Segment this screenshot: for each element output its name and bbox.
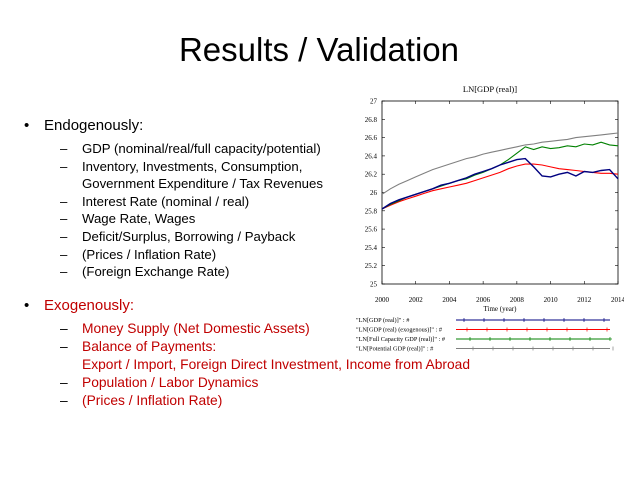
series-line — [381, 163, 619, 210]
y-tick-label: 26.2 — [365, 171, 378, 179]
y-tick-label: 27 — [370, 98, 378, 106]
chart-title: LN[GDP (real)] — [463, 84, 517, 94]
list-item-text: Interest Rate (nominal / real) — [82, 193, 250, 209]
dash-icon: – — [60, 158, 68, 174]
endogenous-list: • Endogenously: – GDP (nominal/real/full … — [22, 116, 323, 281]
legend-label: "LN[Full Capacity GDP (real)]" : # — [356, 336, 446, 343]
x-tick-label: 2008 — [510, 296, 525, 304]
series-line — [381, 132, 619, 195]
x-tick-label: 2012 — [577, 296, 592, 304]
dash-icon: – — [60, 141, 68, 156]
bullet-dot-icon: • — [24, 297, 30, 314]
list-item-continuation: Government Expenditure / Tax Revenues — [44, 175, 323, 193]
x-tick-label: 2002 — [409, 296, 424, 304]
x-axis-ticks: 2000 2002 2004 2006 2008 2010 2012 2014 — [375, 101, 624, 304]
legend-label: "LN[Potential GDP (real)]" : # — [356, 346, 434, 353]
list-item-text: Export / Import, Foreign Direct Investme… — [82, 357, 470, 372]
x-tick-label: 2014 — [611, 296, 624, 304]
y-tick-label: 26.6 — [365, 134, 378, 142]
dash-icon: – — [60, 375, 68, 390]
bullet-dot-icon: • — [24, 117, 30, 134]
list-item-text: Deficit/Surplus, Borrowing / Payback — [82, 228, 296, 244]
endogenous-label: Endogenously: — [44, 117, 144, 134]
list-item: – Money Supply (Net Domestic Assets) — [44, 320, 470, 338]
y-axis-ticks: 25 25.2 25.4 25.6 25.8 26 26.2 26.4 26.6 26.8 27 — [365, 98, 618, 289]
x-axis-title: Time (year) — [484, 305, 518, 313]
list-item-text: Population / Labor Dynamics — [82, 375, 259, 390]
list-item-continuation: Export / Import, Foreign Direct Investme… — [44, 356, 470, 374]
legend-label: "LN[GDP (real)]" : # — [356, 317, 410, 324]
dash-icon: – — [60, 228, 68, 244]
y-tick-label: 25.8 — [365, 207, 378, 215]
exogenous-label: Exogenously: — [44, 297, 135, 314]
list-item-text: (Prices / Inflation Rate) — [82, 246, 217, 262]
dash-icon: – — [60, 264, 68, 280]
exogenous-items: – Money Supply (Net Domestic Assets) – Bal… — [44, 320, 470, 410]
exogenous-list: • Exogenously: – Money Supply (Net Domest… — [22, 296, 470, 410]
x-tick-label: 2000 — [375, 296, 390, 304]
endogenous-items: – GDP (nominal/real/full capacity/potenti… — [44, 140, 323, 281]
dash-icon: – — [60, 246, 68, 262]
x-tick-label: 2010 — [544, 296, 559, 304]
series-lines — [381, 132, 619, 210]
list-item-text: Balance of Payments: — [82, 339, 217, 354]
list-item: – (Prices / Inflation Rate) — [44, 392, 470, 410]
y-tick-label: 26.4 — [365, 152, 378, 160]
list-item: – Interest Rate (nominal / real) — [44, 193, 323, 211]
y-tick-label: 25.2 — [365, 262, 378, 270]
plot-border — [381, 100, 619, 285]
list-item-text: Wage Rate, Wages — [82, 211, 196, 227]
x-tick-label: 2006 — [476, 296, 491, 304]
endogenous-heading: • Endogenously: – GDP (nominal/real/full … — [22, 116, 323, 281]
list-item: – Wage Rate, Wages — [44, 210, 323, 228]
list-item-text: (Prices / Inflation Rate) — [82, 393, 223, 408]
list-item: – (Prices / Inflation Rate) — [44, 246, 323, 264]
list-item: – GDP (nominal/real/full capacity/potenti… — [44, 140, 323, 158]
dash-icon: – — [60, 393, 68, 408]
list-item: – Balance of Payments: — [44, 338, 470, 356]
legend-label: "LN[GDP (real) (exogenous)]" : # — [356, 327, 443, 334]
x-tick-label: 2004 — [442, 296, 457, 304]
dash-icon: – — [60, 211, 68, 227]
list-item: – (Foreign Exchange Rate) — [44, 263, 323, 281]
dash-icon: – — [60, 339, 68, 354]
y-tick-label: 25.6 — [365, 226, 378, 234]
y-tick-label: 26.8 — [365, 116, 378, 124]
list-item-text: (Foreign Exchange Rate) — [82, 264, 230, 280]
plot-frame — [381, 100, 619, 285]
list-item-text: Money Supply (Net Domestic Assets) — [82, 321, 310, 336]
y-tick-label: 25.4 — [365, 244, 378, 252]
slide-title: Results / Validation — [178, 31, 460, 68]
series-line — [381, 157, 619, 210]
gdp-chart: LN[GDP (real)] 2525.225.425.625.82626.22… — [356, 84, 624, 353]
y-tick-label: 26 — [370, 189, 378, 197]
list-item-text: GDP (nominal/real/full capacity/potentia… — [82, 141, 321, 156]
dash-icon: – — [60, 193, 68, 209]
list-item: – Inventory, Investments, Consumption, — [44, 158, 323, 176]
list-item: – Population / Labor Dynamics — [44, 374, 470, 392]
exogenous-heading: • Exogenously: – Money Supply (Net Domest… — [22, 296, 470, 410]
y-tick-label: 25 — [370, 281, 378, 289]
list-item-text: Inventory, Investments, Consumption, — [82, 158, 303, 174]
chart-legend: "LN[GDP (real)]" : # "LN[GDP (real) (exog… — [356, 317, 614, 353]
list-item: – Deficit/Surplus, Borrowing / Payback — [44, 228, 323, 246]
list-item-text: Government Expenditure / Tax Revenues — [82, 176, 323, 192]
dash-icon: – — [60, 321, 68, 336]
